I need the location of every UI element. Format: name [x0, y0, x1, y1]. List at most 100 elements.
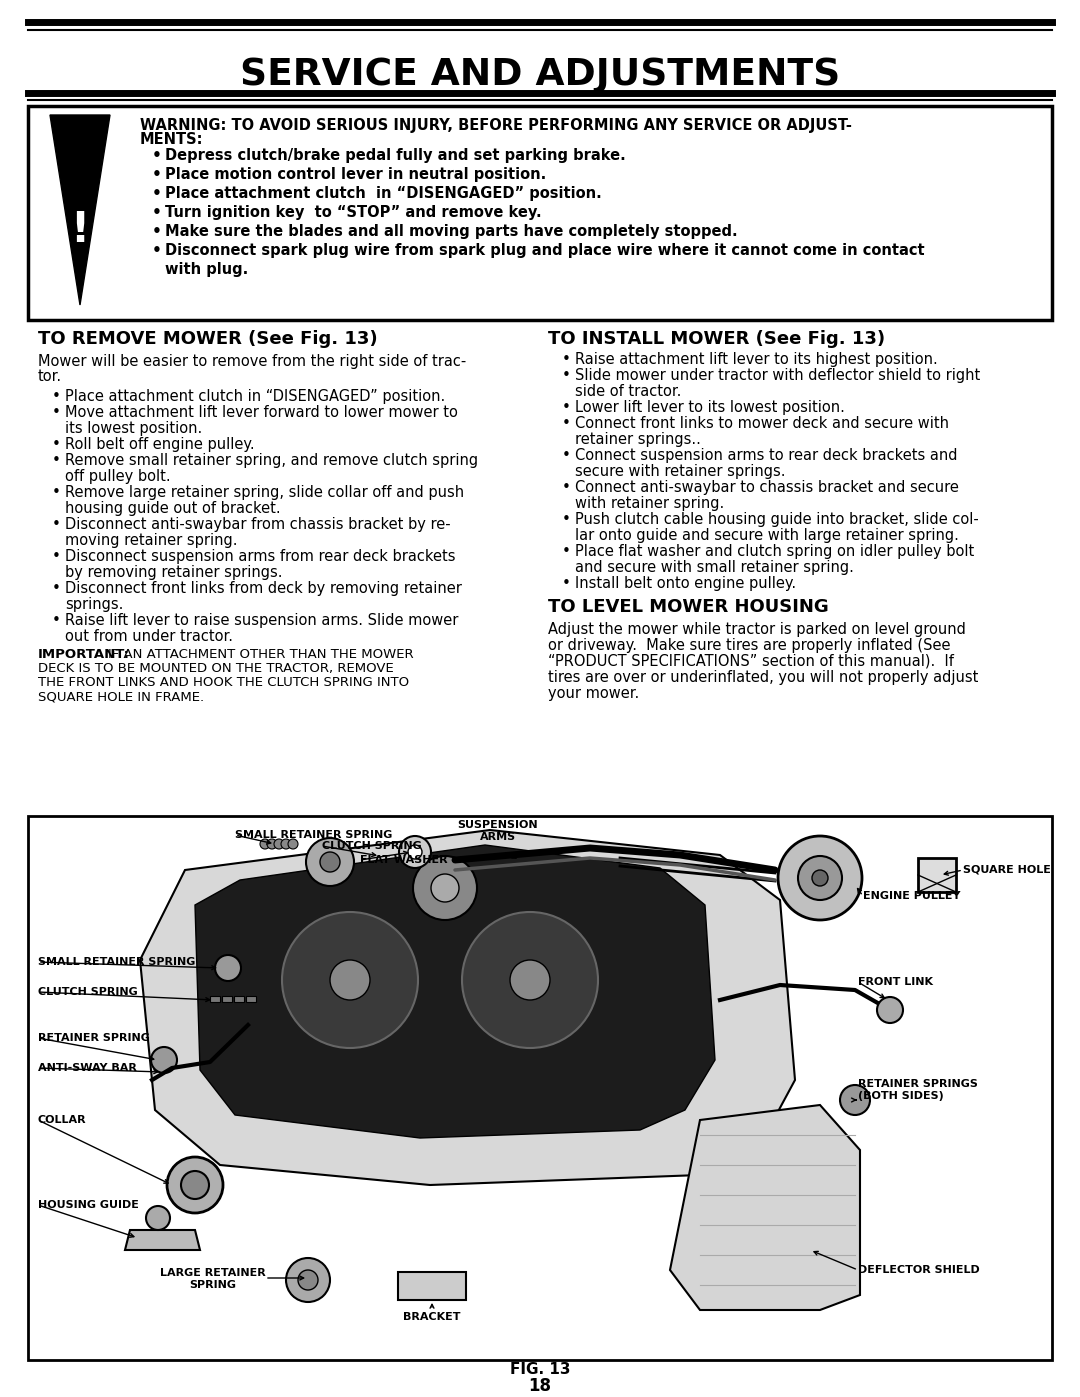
Text: retainer springs..: retainer springs.. — [575, 432, 701, 447]
Circle shape — [286, 1259, 330, 1302]
Text: your mower.: your mower. — [548, 686, 639, 701]
Text: Move attachment lift lever forward to lower mower to: Move attachment lift lever forward to lo… — [65, 405, 458, 420]
Text: side of tractor.: side of tractor. — [575, 384, 681, 400]
Bar — [210, 996, 220, 1002]
Text: •: • — [52, 549, 60, 564]
Text: •: • — [52, 581, 60, 597]
Text: Remove large retainer spring, slide collar off and push: Remove large retainer spring, slide coll… — [65, 485, 464, 500]
Text: SERVICE AND ADJUSTMENTS: SERVICE AND ADJUSTMENTS — [240, 57, 840, 94]
Text: Place motion control lever in neutral position.: Place motion control lever in neutral po… — [165, 168, 546, 182]
Text: •: • — [562, 367, 571, 383]
Text: FLAT WASHER: FLAT WASHER — [360, 855, 447, 865]
Text: •: • — [52, 437, 60, 453]
Text: Mower will be easier to remove from the right side of trac-: Mower will be easier to remove from the … — [38, 353, 467, 369]
Text: Raise attachment lift lever to its highest position.: Raise attachment lift lever to its highe… — [575, 352, 937, 367]
Text: LARGE RETAINER
SPRING: LARGE RETAINER SPRING — [160, 1268, 266, 1291]
Text: TO LEVEL MOWER HOUSING: TO LEVEL MOWER HOUSING — [548, 598, 828, 616]
Text: •: • — [562, 400, 571, 415]
Text: •: • — [562, 448, 571, 462]
Text: •: • — [562, 416, 571, 432]
Polygon shape — [195, 845, 715, 1139]
Text: out from under tractor.: out from under tractor. — [65, 629, 233, 644]
Text: Disconnect anti-swaybar from chassis bracket by re-: Disconnect anti-swaybar from chassis bra… — [65, 517, 450, 532]
Text: DEFLECTOR SHIELD: DEFLECTOR SHIELD — [858, 1266, 980, 1275]
Text: Disconnect suspension arms from rear deck brackets: Disconnect suspension arms from rear dec… — [65, 549, 456, 564]
Text: and secure with small retainer spring.: and secure with small retainer spring. — [575, 560, 854, 576]
Text: CLUTCH SPRING: CLUTCH SPRING — [322, 841, 422, 851]
Text: Depress clutch/brake pedal fully and set parking brake.: Depress clutch/brake pedal fully and set… — [165, 148, 625, 163]
Circle shape — [260, 840, 270, 849]
Text: Push clutch cable housing guide into bracket, slide col-: Push clutch cable housing guide into bra… — [575, 511, 978, 527]
FancyBboxPatch shape — [28, 106, 1052, 320]
Circle shape — [330, 960, 370, 1000]
Text: •: • — [52, 613, 60, 629]
Bar — [234, 996, 244, 1002]
Bar — [222, 996, 232, 1002]
Text: •: • — [562, 576, 571, 591]
Bar — [246, 996, 256, 1002]
Text: Disconnect front links from deck by removing retainer: Disconnect front links from deck by remo… — [65, 581, 462, 597]
Circle shape — [298, 1270, 318, 1289]
Text: •: • — [52, 388, 60, 404]
Circle shape — [510, 960, 550, 1000]
Text: tires are over or underinflated, you will not properly adjust: tires are over or underinflated, you wil… — [548, 671, 978, 685]
Text: SQUARE HOLE: SQUARE HOLE — [963, 865, 1051, 875]
Text: RETAINER SPRINGS
(BOTH SIDES): RETAINER SPRINGS (BOTH SIDES) — [858, 1078, 977, 1101]
Circle shape — [462, 912, 598, 1048]
Text: CLUTCH SPRING: CLUTCH SPRING — [38, 988, 138, 997]
Circle shape — [215, 956, 241, 981]
Text: Slide mower under tractor with deflector shield to right: Slide mower under tractor with deflector… — [575, 367, 981, 383]
Text: RETAINER SPRING: RETAINER SPRING — [38, 1032, 150, 1044]
Text: •: • — [152, 205, 162, 219]
Circle shape — [146, 1206, 170, 1229]
Text: !: ! — [70, 210, 90, 251]
Text: IF AN ATTACHMENT OTHER THAN THE MOWER: IF AN ATTACHMENT OTHER THAN THE MOWER — [108, 648, 414, 661]
Text: Place flat washer and clutch spring on idler pulley bolt: Place flat washer and clutch spring on i… — [575, 543, 974, 559]
Circle shape — [151, 1046, 177, 1073]
Circle shape — [282, 912, 418, 1048]
Circle shape — [408, 845, 422, 859]
Text: Connect suspension arms to rear deck brackets and: Connect suspension arms to rear deck bra… — [575, 448, 958, 462]
Text: Raise lift lever to raise suspension arms. Slide mower: Raise lift lever to raise suspension arm… — [65, 613, 458, 629]
Circle shape — [281, 840, 291, 849]
Text: DECK IS TO BE MOUNTED ON THE TRACTOR, REMOVE: DECK IS TO BE MOUNTED ON THE TRACTOR, RE… — [38, 662, 394, 675]
Text: COLLAR: COLLAR — [38, 1115, 86, 1125]
Text: 18: 18 — [528, 1377, 552, 1396]
Text: •: • — [152, 186, 162, 201]
Text: WARNING: TO AVOID SERIOUS INJURY, BEFORE PERFORMING ANY SERVICE OR ADJUST-: WARNING: TO AVOID SERIOUS INJURY, BEFORE… — [140, 117, 852, 133]
Circle shape — [267, 840, 276, 849]
Text: •: • — [52, 405, 60, 420]
Circle shape — [778, 835, 862, 921]
Text: with retainer spring.: with retainer spring. — [575, 496, 725, 511]
Text: TO INSTALL MOWER (See Fig. 13): TO INSTALL MOWER (See Fig. 13) — [548, 330, 886, 348]
Text: Place attachment clutch in “DISENGAGED” position.: Place attachment clutch in “DISENGAGED” … — [65, 388, 445, 404]
FancyBboxPatch shape — [28, 816, 1052, 1361]
Text: SMALL RETAINER SPRING: SMALL RETAINER SPRING — [235, 830, 392, 840]
Text: secure with retainer springs.: secure with retainer springs. — [575, 464, 785, 479]
Text: •: • — [562, 481, 571, 495]
Bar — [918, 858, 956, 893]
Text: Place attachment clutch  in “DISENGAGED” position.: Place attachment clutch in “DISENGAGED” … — [165, 186, 602, 201]
Text: MENTS:: MENTS: — [140, 131, 203, 147]
Text: FRONT LINK: FRONT LINK — [858, 977, 933, 988]
Bar — [399, 1273, 465, 1301]
Text: •: • — [152, 243, 162, 258]
Text: off pulley bolt.: off pulley bolt. — [65, 469, 171, 483]
Text: tor.: tor. — [38, 369, 63, 384]
Text: •: • — [52, 453, 60, 468]
Circle shape — [798, 856, 842, 900]
Text: THE FRONT LINKS AND HOOK THE CLUTCH SPRING INTO: THE FRONT LINKS AND HOOK THE CLUTCH SPRI… — [38, 676, 409, 689]
Text: with plug.: with plug. — [165, 263, 248, 277]
Circle shape — [877, 997, 903, 1023]
Text: springs.: springs. — [65, 597, 123, 612]
Text: or driveway.  Make sure tires are properly inflated (See: or driveway. Make sure tires are properl… — [548, 638, 950, 652]
Text: ANTI-SWAY BAR: ANTI-SWAY BAR — [38, 1063, 137, 1073]
Text: •: • — [152, 224, 162, 239]
Polygon shape — [140, 830, 795, 1185]
Text: Remove small retainer spring, and remove clutch spring: Remove small retainer spring, and remove… — [65, 453, 478, 468]
Polygon shape — [125, 1229, 200, 1250]
Circle shape — [274, 840, 284, 849]
Text: Connect front links to mower deck and secure with: Connect front links to mower deck and se… — [575, 416, 949, 432]
Text: •: • — [52, 517, 60, 532]
Text: Install belt onto engine pulley.: Install belt onto engine pulley. — [575, 576, 796, 591]
